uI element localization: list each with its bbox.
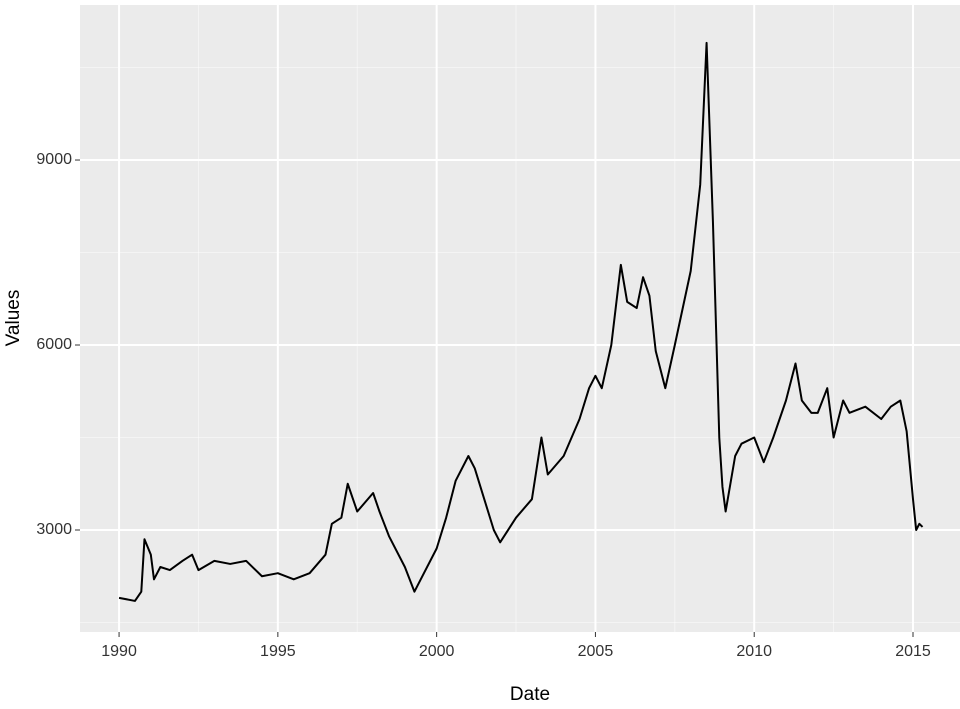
x-tick-label: 2000 <box>419 643 455 660</box>
y-axis-title: Values <box>3 290 24 347</box>
y-tick-label: 6000 <box>36 336 72 353</box>
x-tick-label: 1995 <box>260 643 296 660</box>
y-tick-label: 3000 <box>36 521 72 538</box>
x-tick-label: 2015 <box>895 643 931 660</box>
x-tick-label: 2010 <box>736 643 772 660</box>
panel <box>80 5 960 632</box>
x-tick-label: 1990 <box>101 643 137 660</box>
x-axis-title: Date <box>510 684 550 705</box>
y-tick-label: 9000 <box>36 151 72 168</box>
line <box>118 41 924 602</box>
x-tick-label: 2005 <box>578 643 614 660</box>
